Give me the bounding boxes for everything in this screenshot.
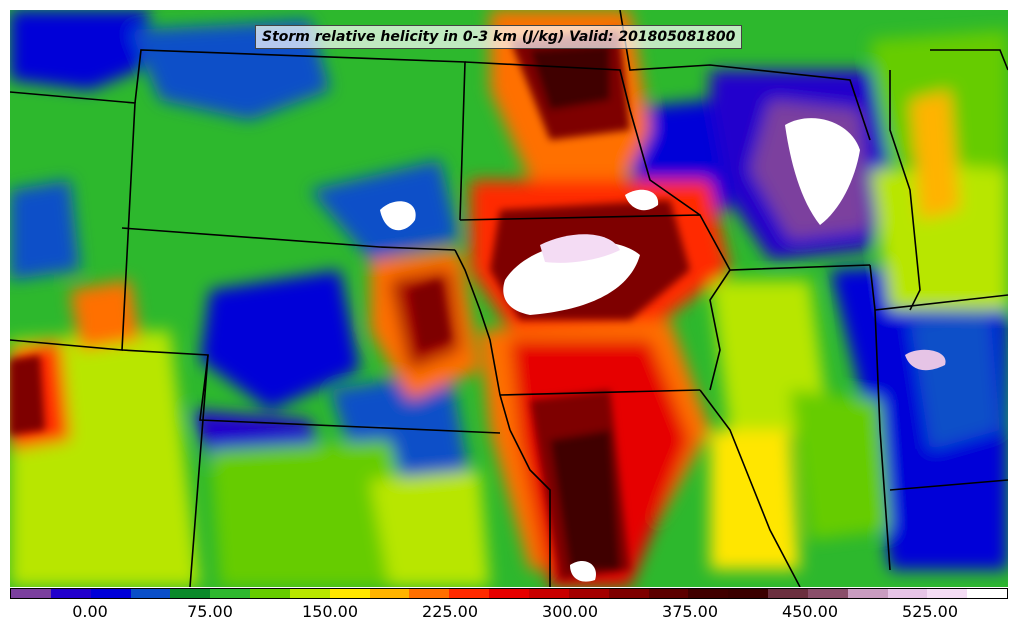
colorbar-swatch: [11, 589, 51, 598]
colorbar-swatch: [648, 589, 689, 598]
colorbar-swatch: [250, 589, 290, 598]
colorbar-swatch: [807, 589, 848, 598]
state-borders: [10, 10, 1008, 587]
colorbar-swatch: [927, 589, 968, 598]
colorbar-swatch: [887, 589, 928, 598]
helicity-map: Storm relative helicity in 0-3 km (J/kg)…: [10, 10, 1008, 587]
colorbar-tick-label: 0.00: [72, 602, 108, 621]
colorbar-swatch: [967, 589, 1008, 598]
colorbar-tick-label: 300.00: [542, 602, 598, 621]
map-title: Storm relative helicity in 0-3 km (J/kg)…: [255, 25, 743, 49]
colorbar-swatch: [90, 589, 131, 598]
colorbar-ticks: 0.00 75.00 150.00 225.00 300.00 375.00 450.00 5…: [10, 602, 1008, 626]
colorbar-swatch: [170, 589, 211, 598]
colorbar-swatch: [369, 589, 410, 598]
colorbar-tick-label: 375.00: [662, 602, 718, 621]
colorbar-swatch: [568, 589, 609, 598]
colorbar-swatch: [847, 589, 888, 598]
field-peaks: [380, 118, 946, 582]
colorbar-tick-label: 225.00: [422, 602, 478, 621]
colorbar-swatch: [768, 589, 808, 598]
colorbar-swatch: [50, 589, 91, 598]
colorbar-swatch: [688, 589, 729, 598]
colorbar-swatch: [409, 589, 450, 598]
colorbar-tick-label: 525.00: [902, 602, 958, 621]
colorbar-tick-label: 150.00: [302, 602, 358, 621]
helicity-field: [10, 10, 1008, 587]
colorbar: [10, 588, 1008, 599]
colorbar-swatch: [489, 589, 529, 598]
colorbar-swatch: [289, 589, 330, 598]
colorbar-swatch: [130, 589, 171, 598]
colorbar-tick-label: 450.00: [782, 602, 838, 621]
colorbar-swatch: [608, 589, 649, 598]
colorbar-swatch: [449, 589, 490, 598]
colorbar-swatch: [728, 589, 769, 598]
colorbar-swatch: [210, 589, 251, 598]
field-blobs: [10, 10, 1008, 587]
colorbar-swatch: [329, 589, 370, 598]
colorbar-swatch: [528, 589, 569, 598]
colorbar-tick-label: 75.00: [187, 602, 233, 621]
